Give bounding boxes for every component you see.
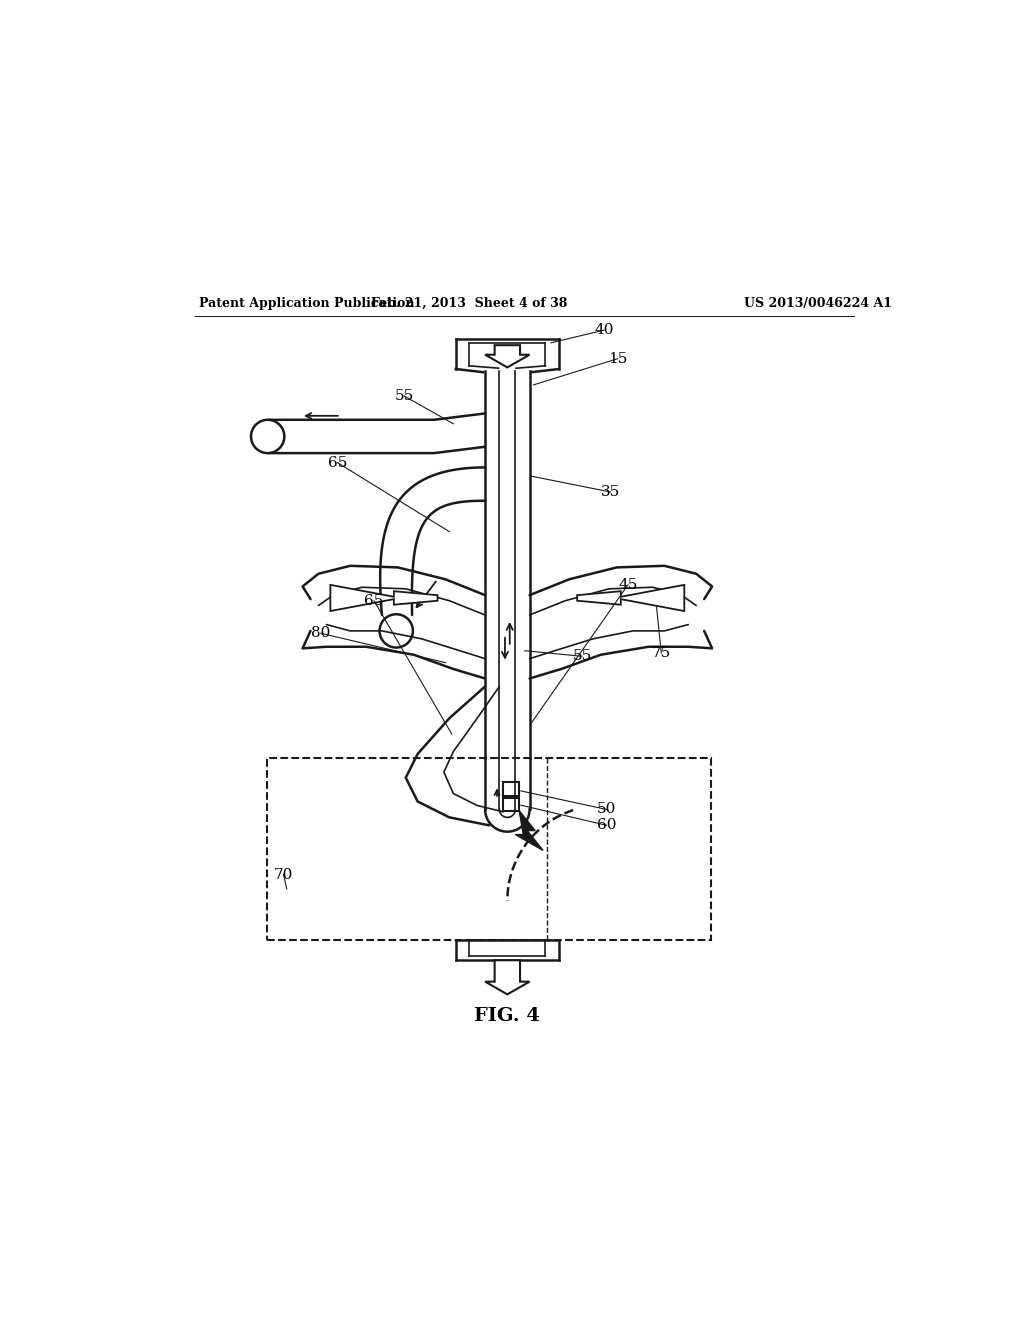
Text: 45: 45 — [618, 578, 638, 591]
Text: 55: 55 — [572, 649, 592, 663]
Bar — [267, 758, 712, 940]
Polygon shape — [578, 585, 684, 611]
Text: 40: 40 — [594, 323, 614, 337]
Text: 65: 65 — [365, 594, 384, 607]
Polygon shape — [331, 585, 437, 611]
Text: 55: 55 — [394, 389, 414, 403]
Text: 80: 80 — [311, 626, 331, 640]
Text: 70: 70 — [273, 867, 293, 882]
Text: 50: 50 — [597, 803, 616, 817]
Text: 35: 35 — [601, 484, 621, 499]
Bar — [504, 783, 519, 796]
Text: 60: 60 — [597, 818, 616, 833]
Text: 15: 15 — [608, 351, 628, 366]
Text: Feb. 21, 2013  Sheet 4 of 38: Feb. 21, 2013 Sheet 4 of 38 — [371, 297, 567, 310]
Text: US 2013/0046224 A1: US 2013/0046224 A1 — [744, 297, 893, 310]
Text: FIG. 4: FIG. 4 — [474, 1007, 541, 1024]
Text: 75: 75 — [651, 645, 671, 660]
Text: 65: 65 — [328, 455, 347, 470]
Text: Patent Application Publication: Patent Application Publication — [200, 297, 415, 310]
Bar — [504, 799, 519, 810]
Polygon shape — [485, 960, 529, 994]
Polygon shape — [515, 810, 543, 850]
Polygon shape — [485, 346, 529, 367]
